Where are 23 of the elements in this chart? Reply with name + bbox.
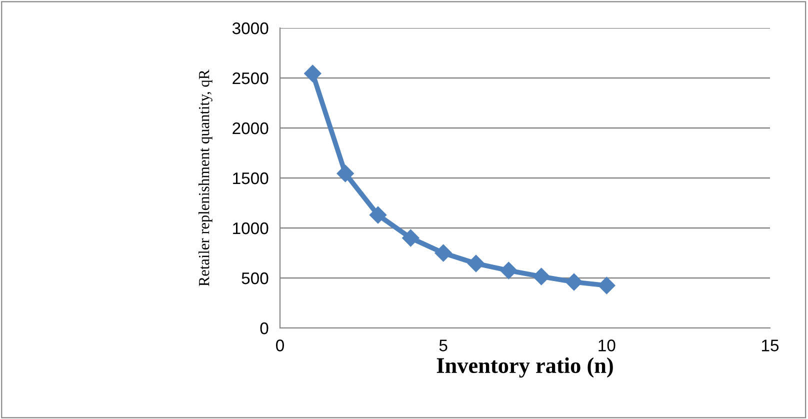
point <box>467 254 485 272</box>
x-axis-title: Inventory ratio (n) <box>436 357 613 378</box>
point <box>369 206 387 224</box>
y-tick-label: 3000 <box>232 22 268 34</box>
y-tick-label: 2500 <box>232 72 268 84</box>
x-tick-label: 0 <box>276 340 284 352</box>
y-tick-label: 2000 <box>232 122 268 134</box>
y-tick-label: 0 <box>260 322 268 334</box>
y-tick-label: 500 <box>242 272 268 284</box>
x-tick-label: 15 <box>762 340 779 352</box>
x-tick-label: 10 <box>598 340 616 352</box>
point <box>500 262 518 280</box>
point <box>532 268 550 286</box>
point <box>565 273 583 291</box>
point <box>402 229 420 247</box>
point <box>434 244 452 262</box>
point <box>598 276 616 294</box>
x-tick-label: 5 <box>439 340 448 352</box>
y-axis-title: Retailer replenishment quantity, qR <box>198 69 212 286</box>
y-tick-label: 1000 <box>233 222 268 234</box>
y-tick-label: 1500 <box>233 172 268 184</box>
point <box>304 64 322 82</box>
point <box>336 164 354 182</box>
